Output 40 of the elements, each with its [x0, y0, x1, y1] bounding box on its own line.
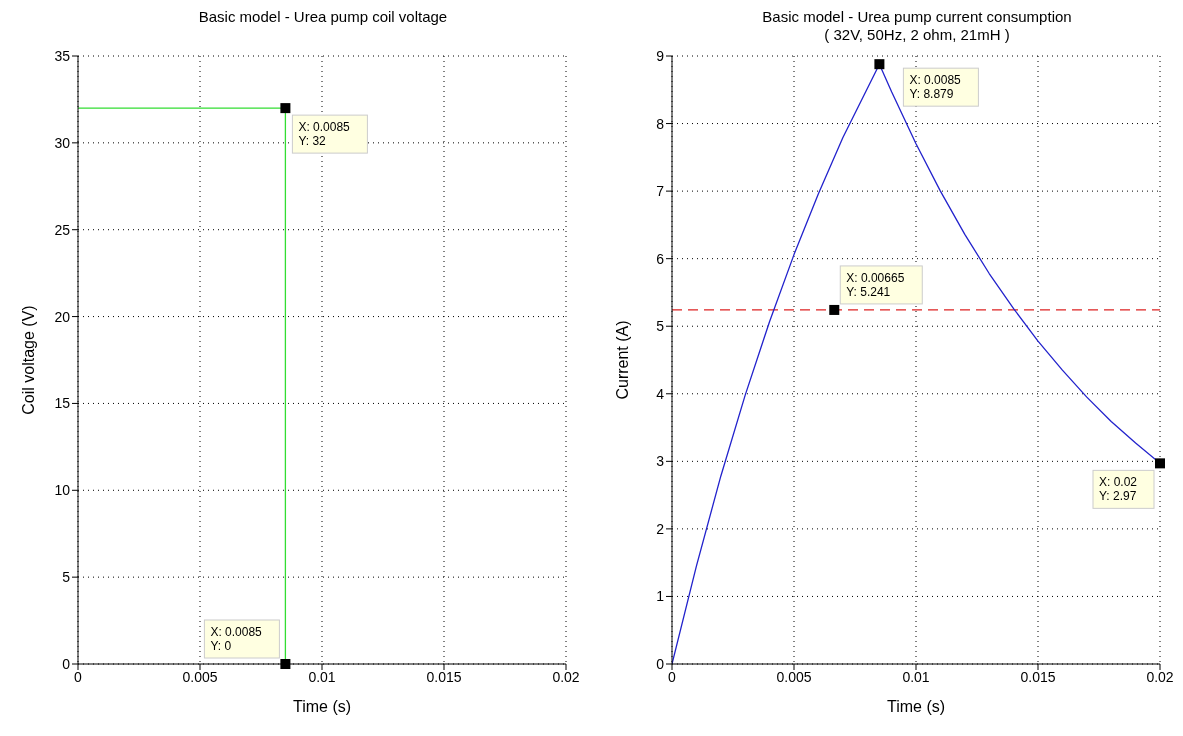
y-tick-label: 7 — [656, 183, 665, 200]
annotation: X: 0.0085 Y: 8.879 — [909, 73, 962, 102]
chart-title: Basic model - Urea pump coil voltage — [197, 8, 449, 26]
y-tick-label: 8 — [656, 115, 665, 132]
x-tick-label: 0.01 — [308, 668, 336, 685]
annotation: X: 0.02 Y: 2.97 — [1099, 475, 1138, 504]
annotation: X: 0.00665 Y: 5.241 — [846, 270, 905, 299]
x-axis-title: Time (s) — [886, 698, 946, 715]
x-tick-label: 0.01 — [902, 668, 930, 685]
y-tick-label: 0 — [656, 655, 665, 672]
y-tick-label: 4 — [656, 385, 665, 402]
annotation: X: 0.0085 Y: 32 — [298, 120, 351, 149]
y-tick-label: 30 — [54, 134, 71, 151]
x-tick-label: 0.015 — [1020, 668, 1056, 685]
y-tick-label: 25 — [54, 221, 71, 238]
y-tick-label: 10 — [54, 482, 71, 499]
y-tick-label: 2 — [656, 520, 665, 537]
chart-subtitle: ( 32V, 50Hz, 2 ohm, 21mH ) — [823, 26, 1011, 44]
y-tick-label: 1 — [656, 588, 665, 605]
x-tick-label: 0.005 — [776, 668, 812, 685]
y-tick-label: 3 — [656, 453, 665, 470]
x-tick-label: 0.02 — [552, 668, 580, 685]
x-tick-label: 0.015 — [426, 668, 462, 685]
y-tick-label: 15 — [54, 395, 71, 412]
y-axis-title: Coil voltage (V) — [19, 305, 37, 415]
y-tick-label: 0 — [62, 655, 71, 672]
annotation: X: 0.0085 Y: 0 — [210, 625, 263, 653]
x-axis-title: Time (s) — [292, 698, 352, 715]
y-axis-title: Current (A) — [613, 320, 631, 400]
y-tick-label: 5 — [656, 318, 665, 335]
x-tick-label: 0.02 — [1146, 668, 1174, 685]
y-tick-label: 20 — [54, 308, 71, 325]
y-tick-label: 6 — [656, 250, 665, 267]
y-tick-label: 5 — [62, 569, 71, 586]
chart-title: Basic model - Urea pump current consumption — [761, 8, 1073, 26]
x-tick-label: 0 — [74, 668, 83, 685]
x-tick-label: 0 — [668, 668, 677, 685]
y-tick-label: 35 — [54, 47, 71, 64]
x-tick-label: 0.005 — [182, 668, 218, 685]
y-tick-label: 9 — [656, 47, 665, 64]
